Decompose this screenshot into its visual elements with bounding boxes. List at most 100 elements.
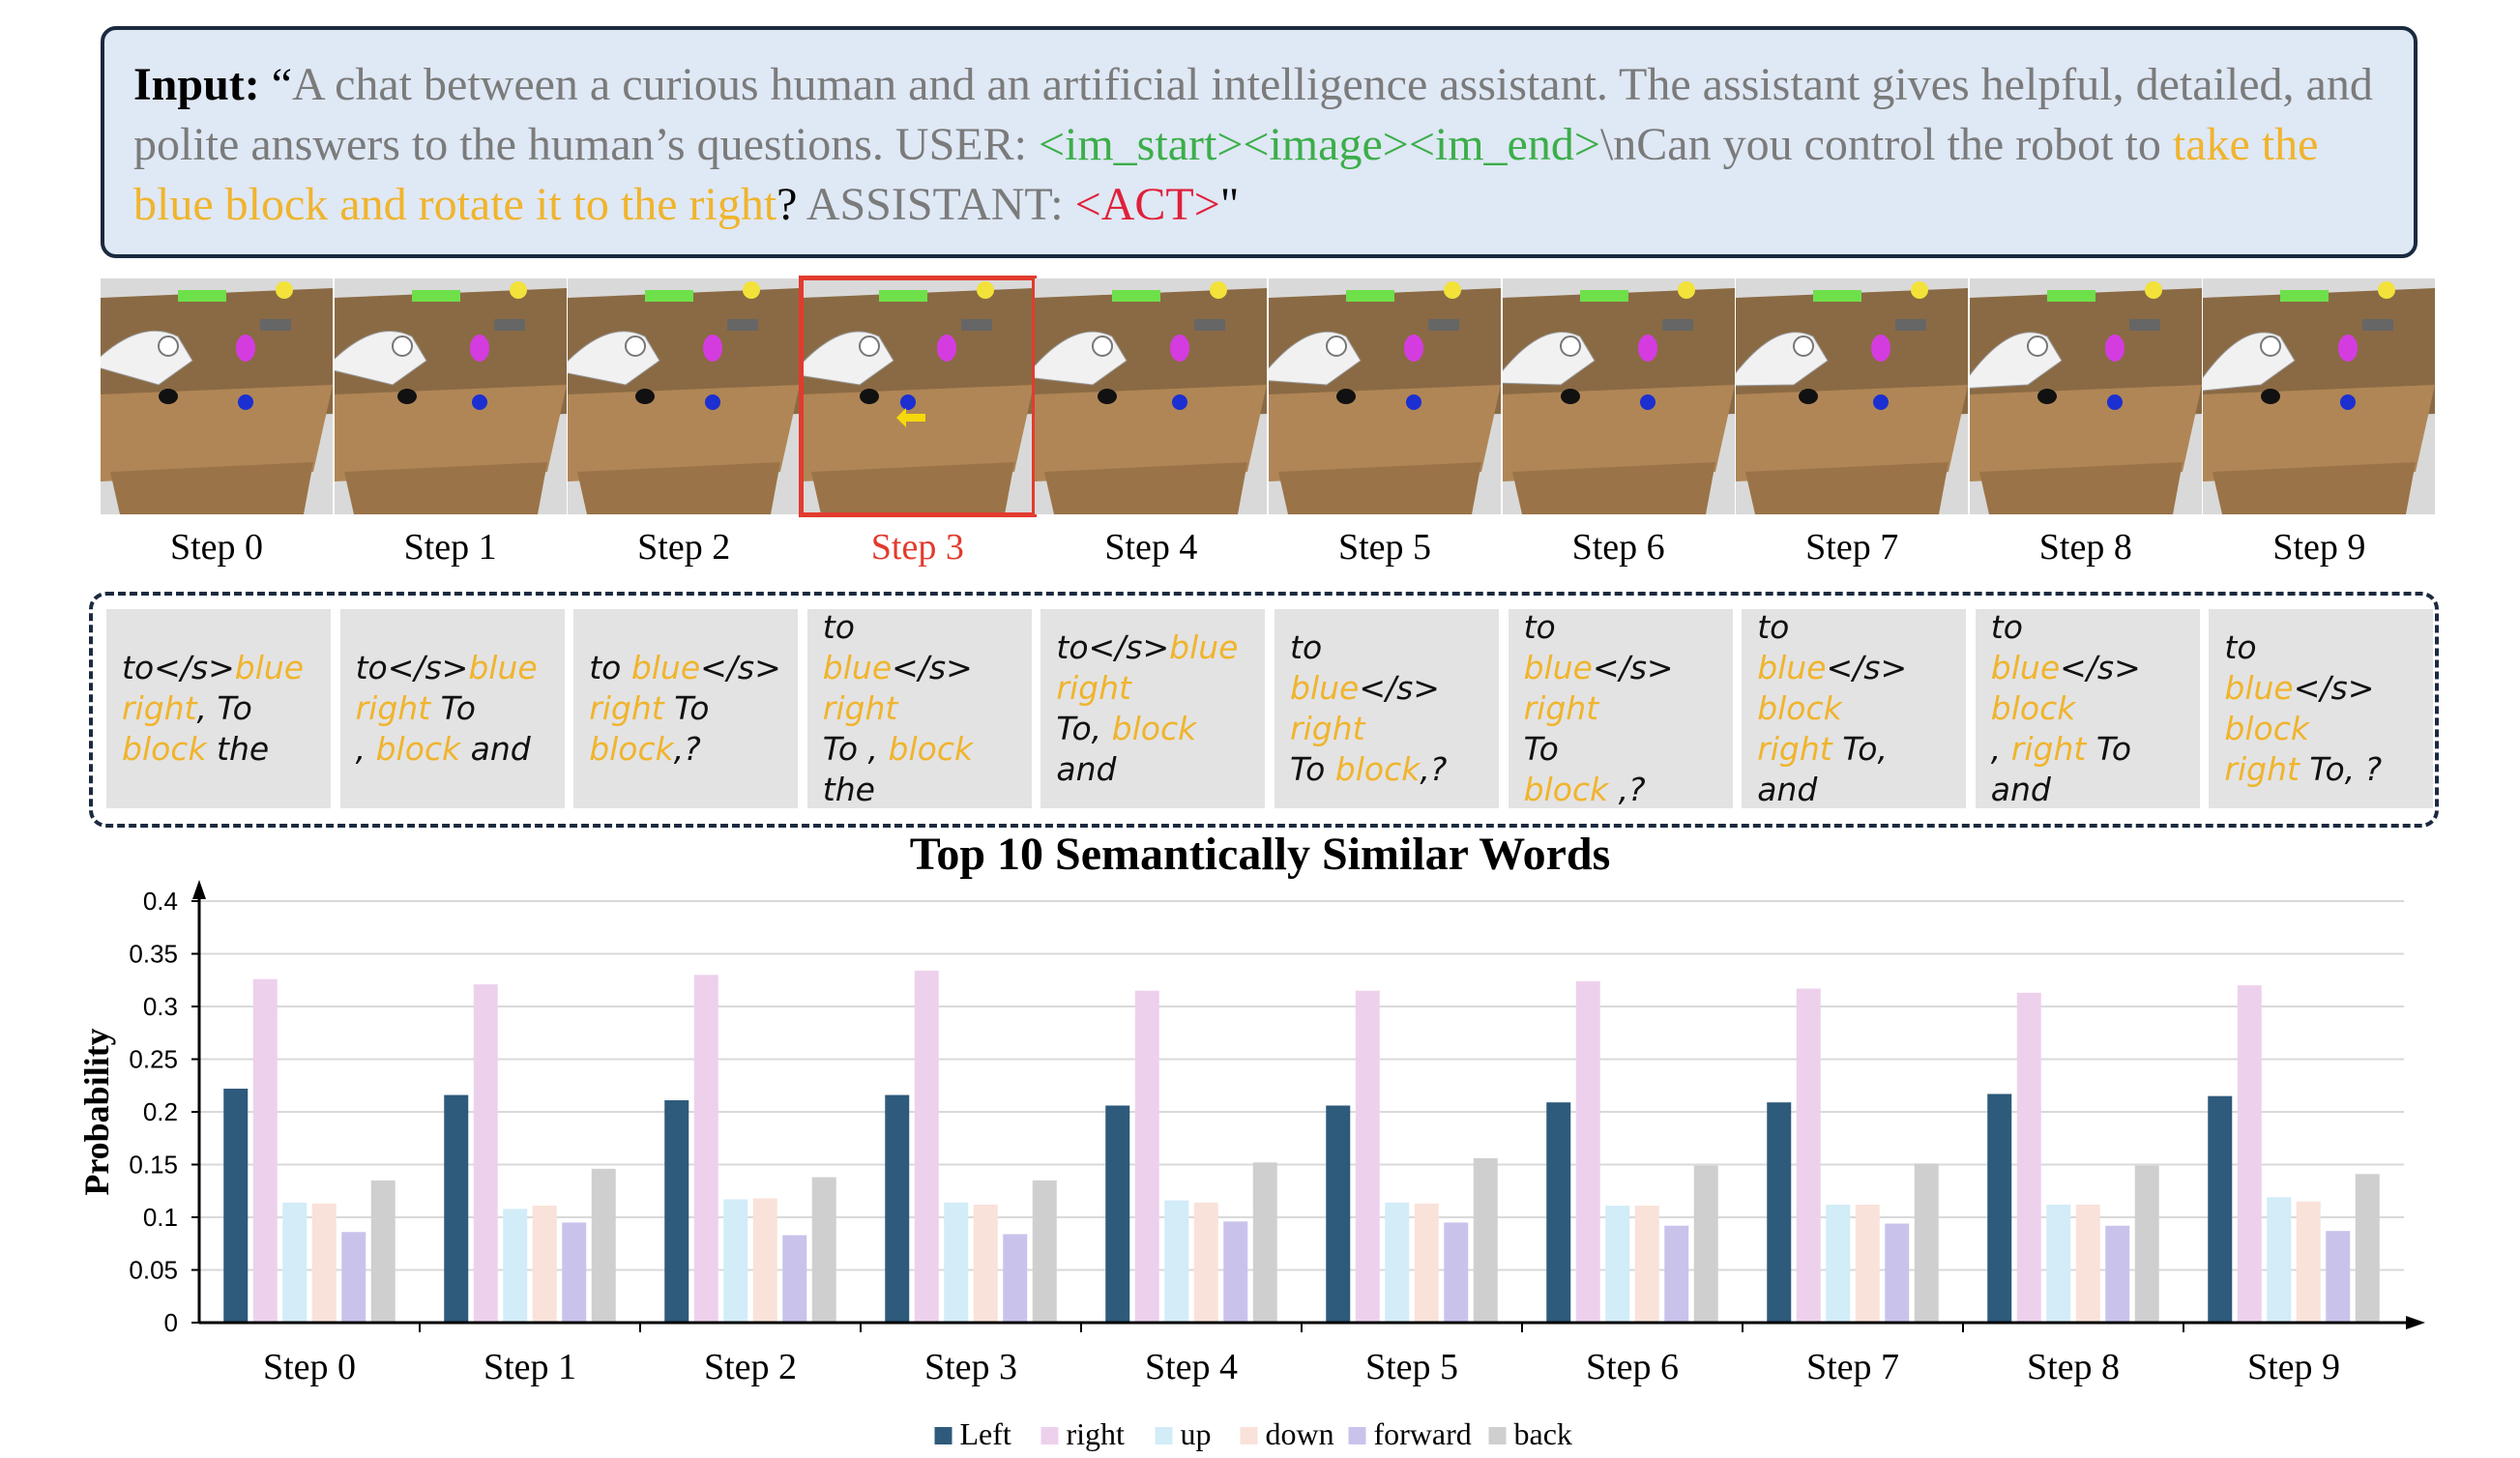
word-token: block [1990,689,2076,727]
word-token: </s> [892,649,973,686]
bar-up-step-1 [503,1209,528,1323]
bar-right-step-3 [914,970,939,1323]
bar-left-step-8 [1987,1094,2012,1323]
word-token: blue [1290,669,1360,707]
word-token: blue [630,649,701,686]
word-token: blue [1523,649,1593,686]
word-token: block [589,730,674,768]
bar-back-step-0 [370,1180,396,1323]
x-tick-label: Step 7 [1806,1347,1899,1387]
x-tick-label: Step 4 [1145,1347,1238,1387]
chart-title: Top 10 Semantically Similar Words [909,829,1611,880]
x-tick-label: Step 2 [704,1347,797,1387]
robot-frame-0 [101,278,333,514]
open-quote: “ [271,59,293,110]
legend-label-down: down [1266,1416,1334,1451]
bar-left-step-9 [2208,1095,2233,1323]
step-label-3: Step 3 [870,527,964,568]
bar-right-step-2 [693,975,718,1323]
y-tick-label: 0.2 [143,1097,178,1126]
bar-down-step-5 [1414,1203,1439,1323]
x-tick-label: Step 8 [2027,1347,2120,1387]
bar-down-step-1 [532,1206,557,1323]
legend-label-right: right [1067,1416,1126,1451]
input-prompt-box: Input: “A chat between a curious human a… [101,26,2417,258]
y-tick-label: 0.05 [129,1256,178,1285]
bar-down-step-8 [2075,1204,2100,1323]
word-token: to</s> [122,649,235,686]
word-token: to</s> [355,649,469,686]
word-token: </s> [700,649,781,686]
bar-up-step-0 [282,1202,308,1323]
similar-words-text: to</s>blue right To , block and [356,648,538,770]
word-token: to</s> [1056,628,1170,666]
step-label-4: Step 4 [1104,527,1198,568]
x-tick-label: Step 1 [483,1347,576,1387]
bar-up-step-4 [1164,1200,1189,1323]
word-token: and [1056,750,1117,788]
legend-swatch-back [1488,1427,1507,1444]
bar-up-step-3 [944,1202,969,1323]
bar-right-step-5 [1355,990,1380,1323]
word-token: to [2224,628,2257,666]
bar-up-step-5 [1385,1202,1410,1323]
similar-words-text: to blue</s> right To block,? [589,648,781,770]
bar-forward-step-6 [1664,1225,1689,1323]
bar-up-step-9 [2267,1197,2292,1323]
word-token: to [1757,608,1790,646]
word-token: blue [234,649,305,686]
word-token: to [1290,628,1323,666]
bar-forward-step-0 [341,1232,366,1323]
x-tick-label: Step 5 [1365,1347,1458,1387]
legend-label-forward: forward [1374,1416,1472,1451]
legend-swatch-left [934,1427,952,1444]
robot-frame-2 [568,278,801,514]
word-token: To, ? [2299,750,2383,788]
x-tick-label: Step 6 [1586,1347,1679,1387]
similar-words-box-9: to blue</s> block right To, ? [2209,609,2434,808]
y-tick-label: 0.35 [129,940,178,969]
word-token: To [1290,750,1326,788]
word-token: </s> [1592,649,1674,686]
bar-down-step-7 [1855,1204,1880,1323]
bar-down-step-4 [1193,1202,1218,1323]
bar-back-step-3 [1032,1180,1057,1323]
input-label: Input: [133,59,260,110]
y-tick-label: 0 [164,1308,178,1337]
image-tokens: <im_start><image><im_end> [1038,119,1600,170]
x-tick-label: Step 3 [924,1347,1017,1387]
similar-words-box-0: to</s>blue right, To block the [106,609,331,808]
word-token: , [1990,730,2002,768]
word-token: the [822,771,875,808]
bar-down-step-2 [752,1198,777,1323]
word-token: To [674,689,710,727]
step-label-2: Step 2 [637,527,731,568]
similar-words-box-3: to blue</s> right To , block the [806,608,1032,808]
bar-back-step-8 [2134,1165,2159,1323]
bar-down-step-9 [2296,1201,2321,1323]
bar-up-step-8 [2046,1204,2071,1323]
word-token: blue [1169,628,1239,666]
bar-forward-step-3 [1003,1234,1028,1323]
legend-swatch-right [1040,1427,1059,1444]
word-token: To, and [1757,730,1888,808]
word-token: the [206,730,270,768]
similar-words-text: to blue</s> block right To, and [1757,607,1907,810]
y-tick-label: 0.25 [129,1045,178,1074]
bar-forward-step-7 [1885,1223,1910,1323]
bar-down-step-3 [973,1204,998,1323]
word-token: block [1111,710,1197,747]
task-instruction: take the blue block and rotate it to the… [133,119,2319,230]
robot-frame-6 [1502,278,1735,514]
word-token: to [1990,608,2023,646]
probability-bar-chart: 0 0.05 0.1 0.15 0.2 0.25 0.3 0.35 0.4 Step 0 Step … [77,880,2425,1451]
step-label-8: Step 8 [2038,527,2132,568]
bar-right-step-9 [2237,985,2262,1323]
word-token: to [822,608,855,646]
similar-words-text: to blue</s> block right To, ? [2224,627,2382,790]
word-token: block [122,730,207,768]
y-tick-label: 0.15 [129,1151,178,1180]
word-token: blue [468,649,538,686]
bar-down-step-6 [1634,1206,1659,1323]
bar-right-step-1 [473,984,498,1323]
